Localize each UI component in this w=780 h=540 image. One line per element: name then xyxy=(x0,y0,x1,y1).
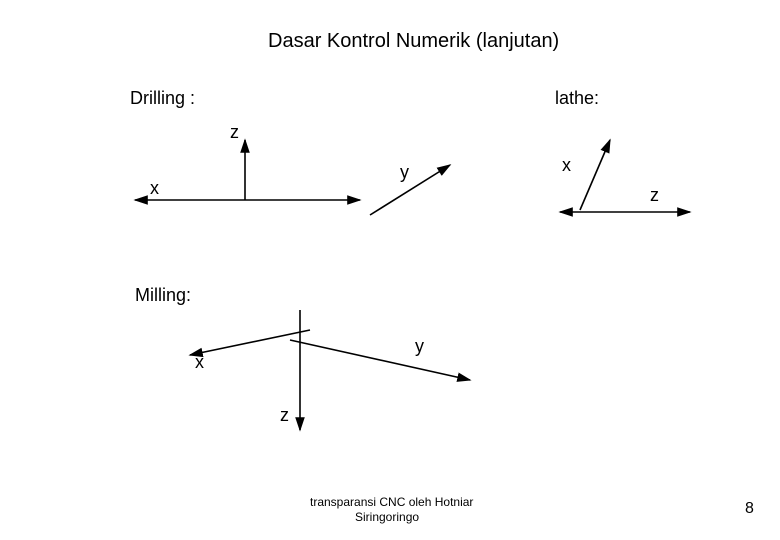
page-number: 8 xyxy=(745,500,754,518)
milling-diagram xyxy=(0,0,780,540)
milling-x-label: x xyxy=(195,352,204,373)
slide-canvas: Dasar Kontrol Numerik (lanjutan) Drillin… xyxy=(0,0,780,540)
footer-line1: transparansi CNC oleh Hotniar xyxy=(310,495,473,509)
milling-x-axis xyxy=(190,330,310,355)
footer-line2: Siringoringo xyxy=(355,510,419,524)
milling-y-axis xyxy=(290,340,470,380)
milling-y-label: y xyxy=(415,336,424,357)
milling-z-label: z xyxy=(280,405,289,426)
